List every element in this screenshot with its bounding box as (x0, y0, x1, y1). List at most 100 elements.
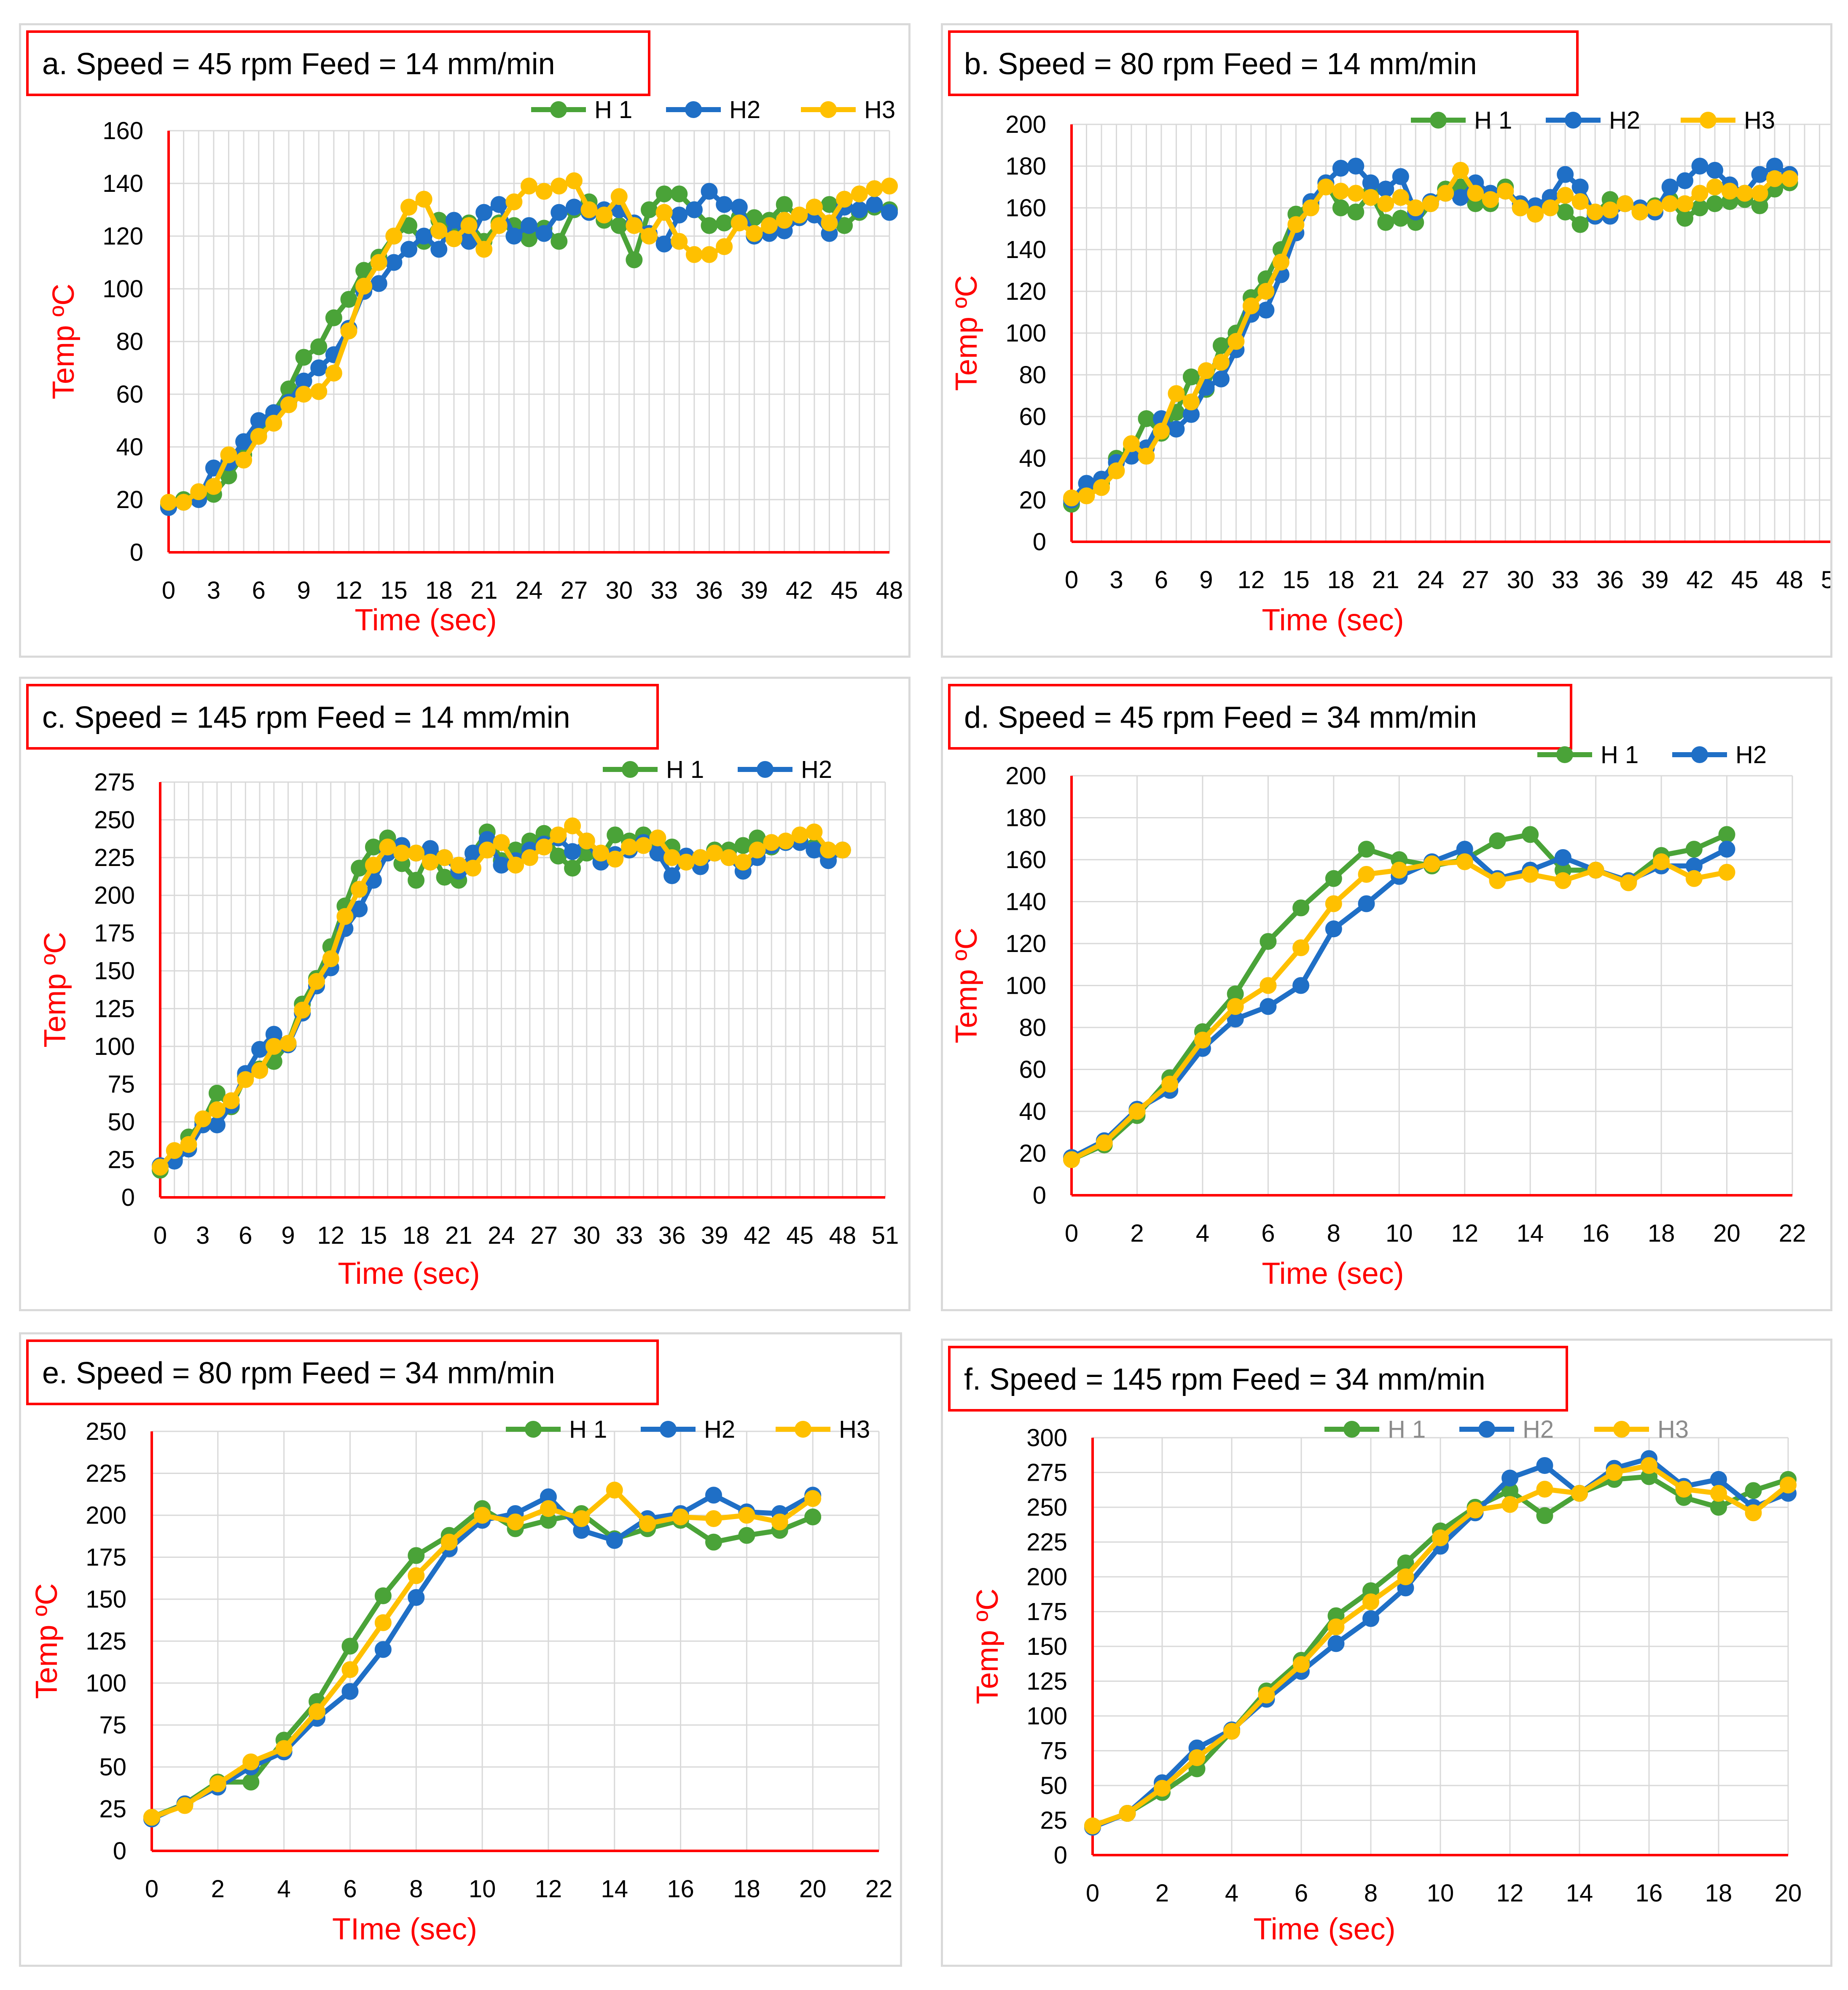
x-tick-label: 16 (1636, 1880, 1663, 1907)
y-axis-title: Temp ºC (38, 932, 72, 1047)
data-point (209, 1775, 226, 1792)
x-tick-label: 30 (605, 577, 633, 604)
data-point (430, 222, 448, 239)
y-tick-label: 225 (94, 844, 135, 871)
x-axis-title: Time (sec) (355, 603, 497, 637)
data-point (738, 1527, 755, 1544)
data-point (1691, 158, 1708, 175)
data-point (1292, 899, 1310, 917)
y-tick-label: 75 (99, 1712, 126, 1739)
x-tick-label: 22 (865, 1875, 893, 1903)
y-tick-label: 140 (102, 170, 143, 197)
x-tick-label: 22 (1779, 1220, 1806, 1247)
data-point (265, 414, 282, 432)
x-tick-label: 20 (1713, 1220, 1741, 1247)
y-tick-label: 175 (1026, 1598, 1067, 1626)
data-point (460, 217, 478, 234)
legend-swatch-marker (550, 101, 567, 118)
y-tick-label: 275 (94, 769, 135, 796)
data-point (152, 1159, 169, 1176)
y-tick-label: 20 (1019, 1140, 1046, 1167)
data-point (655, 204, 673, 221)
data-point (408, 871, 425, 889)
data-point (208, 1116, 226, 1134)
legend-label: H2 (729, 96, 760, 124)
y-tick-label: 150 (94, 957, 135, 985)
data-point (1358, 895, 1375, 912)
data-point (804, 1508, 822, 1525)
data-point (1242, 297, 1260, 315)
chart-panel-d: d. Speed = 45 rpm Feed = 34 mm/min 0 2 4 6 8 1… (941, 677, 1832, 1311)
y-tick-label: 60 (116, 381, 143, 408)
data-point (881, 204, 898, 221)
data-point (1332, 183, 1349, 200)
x-tick-label: 27 (561, 577, 588, 604)
x-tick-label: 10 (1386, 1220, 1413, 1247)
x-tick-label: 6 (1295, 1880, 1308, 1907)
data-point (1718, 863, 1735, 881)
data-point (1257, 301, 1275, 319)
data-point (1078, 487, 1095, 505)
data-point (265, 1038, 282, 1055)
legend-label: H 1 (594, 96, 632, 124)
data-point (705, 1487, 722, 1504)
x-tick-label: 12 (535, 1875, 562, 1903)
data-point (507, 857, 524, 874)
data-point (1152, 422, 1170, 440)
data-point (685, 246, 703, 263)
data-point (1736, 185, 1754, 202)
data-point (1332, 159, 1349, 177)
data-point (351, 860, 368, 877)
y-tick-label: 40 (1019, 1098, 1046, 1125)
data-point (351, 881, 368, 898)
y-tick-label: 180 (1005, 804, 1046, 832)
x-tick-label: 10 (469, 1875, 496, 1903)
data-point (521, 177, 537, 195)
data-point (340, 291, 357, 308)
data-point (1154, 1780, 1171, 1797)
data-point (1536, 1481, 1553, 1498)
x-axis-title: Time (sec) (1262, 1257, 1404, 1291)
data-point (493, 834, 510, 851)
legend-label: H2 (1609, 107, 1640, 134)
data-point (1489, 872, 1506, 889)
data-point (295, 349, 312, 366)
chart-title-box (948, 1346, 1568, 1412)
data-point (341, 1661, 359, 1678)
data-point (701, 217, 718, 234)
data-point (1325, 920, 1342, 938)
y-tick-label: 0 (121, 1184, 135, 1211)
data-point (309, 1703, 326, 1720)
data-point (1691, 199, 1708, 216)
x-tick-label: 14 (1566, 1880, 1593, 1907)
y-tick-label: 0 (1033, 1182, 1046, 1209)
chart-title-box (948, 684, 1572, 750)
data-point (1606, 1464, 1623, 1481)
data-point (1325, 870, 1342, 887)
data-point (237, 1071, 254, 1088)
x-tick-label: 4 (277, 1875, 291, 1903)
y-tick-label: 50 (107, 1108, 135, 1136)
data-point (325, 365, 342, 382)
data-point (1063, 1151, 1080, 1168)
x-tick-label: 39 (701, 1222, 728, 1249)
data-point (551, 233, 568, 250)
y-tick-label: 150 (86, 1586, 126, 1613)
data-point (1128, 1103, 1146, 1120)
data-point (1063, 489, 1080, 507)
data-point (1377, 214, 1394, 231)
data-point (1260, 977, 1277, 994)
y-tick-label: 200 (1005, 762, 1046, 790)
data-point (242, 1773, 260, 1791)
data-point (1522, 826, 1539, 843)
legend-swatch-marker (1343, 1421, 1360, 1438)
y-tick-label: 140 (1005, 888, 1046, 916)
data-point (1780, 1476, 1797, 1494)
y-tick-label: 100 (94, 1033, 135, 1060)
chart-title: e. Speed = 80 rpm Feed = 34 mm/min (42, 1356, 555, 1390)
y-tick-label: 60 (1019, 403, 1046, 430)
x-tick-label: 0 (145, 1875, 158, 1903)
data-point (379, 839, 396, 856)
data-point (1377, 195, 1394, 212)
x-tick-label: 21 (1372, 566, 1399, 594)
